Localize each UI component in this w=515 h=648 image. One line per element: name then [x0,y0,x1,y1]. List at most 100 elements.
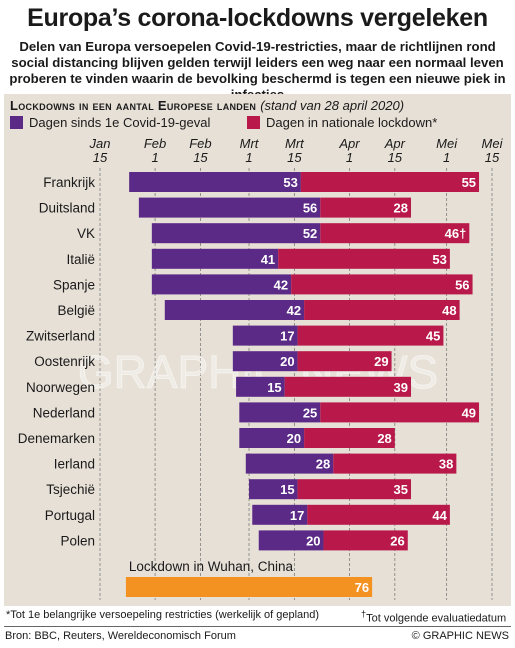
x-tick-day: 1 [443,150,450,165]
x-tick-month: Mrt [240,136,260,151]
page-title: Europa’s corona-lockdowns vergeleken [27,4,488,32]
value-label-lockdown: 56 [455,277,469,292]
bar-days-since-case [138,197,321,218]
value-label-lockdown: 28 [394,201,408,216]
section-heading-text: Lockdowns in een aantal Europese landen [10,98,257,113]
value-label-days-since-case: 20 [287,431,301,446]
bar-lockdown [304,428,395,448]
bar-days-since-case [232,351,298,372]
bar-lockdown [300,172,480,192]
x-tick-day: 15 [485,150,500,165]
x-tick-day: 15 [193,150,208,165]
country-label: Duitsland [39,201,95,216]
page-subtitle: Delen van Europa versoepelen Covid-19-re… [9,39,506,102]
value-label-lockdown: 53 [432,252,446,267]
legend-label-lockdown: Dagen in nationale lockdown* [266,115,438,130]
dagger-mark: † [361,609,367,619]
bar-days-since-case [252,504,308,525]
value-label-days-since-case: 53 [283,175,297,190]
value-label-days-since-case: 42 [287,303,301,318]
value-label-days-since-case: 20 [280,354,294,369]
x-tick-month: Mrt [285,136,305,151]
bar-days-since-case [249,479,298,500]
country-label: Nederland [33,405,95,420]
bar-days-since-case [245,453,334,474]
section-heading: Lockdowns in een aantal Europese landen(… [10,98,404,113]
bar-wuhan-lockdown [125,577,373,597]
country-label: VK [77,226,95,241]
value-label-days-since-case: 56 [303,201,317,216]
bar-days-since-case [232,325,298,346]
country-label: Frankrijk [43,175,95,190]
value-label-days-since-case: 28 [316,457,330,472]
country-label: Portugal [45,508,95,523]
value-label-lockdown: 26 [390,533,404,548]
bar-lockdown [291,274,473,295]
country-label: België [57,303,95,318]
value-label-lockdown: 39 [394,380,408,395]
legend-item-days-since-case: Dagen sinds 1e Covid-19-geval [10,115,210,130]
source-line: Bron: BBC, Reuters, Wereldeconomisch For… [5,630,236,642]
bar-days-since-case [236,376,285,397]
value-label-wuhan: 76 [355,580,369,595]
bar-lockdown [307,504,450,525]
x-tick-month: Apr [338,136,360,151]
x-tick-day: 15 [388,150,403,165]
x-tick-day: 1 [151,150,158,165]
legend-label-days-since-case: Dagen sinds 1e Covid-19-geval [29,115,211,130]
bar-lockdown [320,402,480,423]
country-label: Tsjechië [46,482,95,497]
country-label: Noorwegen [26,380,95,395]
bar-lockdown [297,479,412,500]
country-label: Italië [66,252,95,267]
value-label-lockdown: 38 [439,457,453,472]
legend-swatch-purple [10,116,23,129]
value-label-days-since-case: 20 [306,533,320,548]
x-tick-month: Jan [89,136,111,151]
bar-days-since-case [151,248,279,269]
value-label-lockdown: 49 [462,405,476,420]
value-label-days-since-case: 52 [303,226,317,241]
value-label-lockdown: 44 [432,508,447,523]
bar-days-since-case [164,300,305,320]
value-label-lockdown: 35 [394,482,408,497]
x-tick-day: 1 [245,150,252,165]
country-label: Spanje [53,277,95,292]
value-label-days-since-case: 41 [261,252,275,267]
x-tick-month: Mei [482,136,504,151]
value-label-lockdown: 55 [462,175,476,190]
value-label-days-since-case: 17 [290,508,304,523]
bar-lockdown [320,197,412,218]
separator-line [4,626,511,627]
country-label: Zwitserland [26,329,95,344]
country-label: Denemarken [18,431,95,446]
x-tick-month: Feb [144,136,166,151]
value-label-days-since-case: 25 [303,405,317,420]
bar-lockdown [297,351,392,372]
wuhan-label: Lockdown in Wuhan, China [129,559,294,574]
value-label-days-since-case: 42 [274,277,288,292]
bar-lockdown [323,530,408,551]
legend-swatch-crimson [247,116,260,129]
bar-lockdown [320,223,470,244]
bar-days-since-case [239,428,305,448]
x-tick-month: Mei [436,136,458,151]
value-label-lockdown: 48 [442,303,456,318]
x-tick-month: Apr [384,136,406,151]
value-label-lockdown: 45 [426,329,440,344]
bar-days-since-case [129,172,301,192]
country-label: Ierland [54,457,95,472]
bar-days-since-case [239,402,321,423]
country-label: Oostenrijk [34,354,95,369]
value-label-days-since-case: 17 [280,329,294,344]
bar-lockdown [297,325,444,346]
section-note: (stand van 28 april 2020) [260,98,405,113]
value-label-lockdown: 28 [377,431,391,446]
value-label-days-since-case: 15 [280,482,294,497]
x-tick-day: 1 [346,150,353,165]
credit-line: © GRAPHIC NEWS [411,630,509,642]
footnote-right: †Tot volgende evaluatiedatum [361,609,506,625]
bar-days-since-case [151,223,321,244]
x-tick-day: 15 [287,150,302,165]
